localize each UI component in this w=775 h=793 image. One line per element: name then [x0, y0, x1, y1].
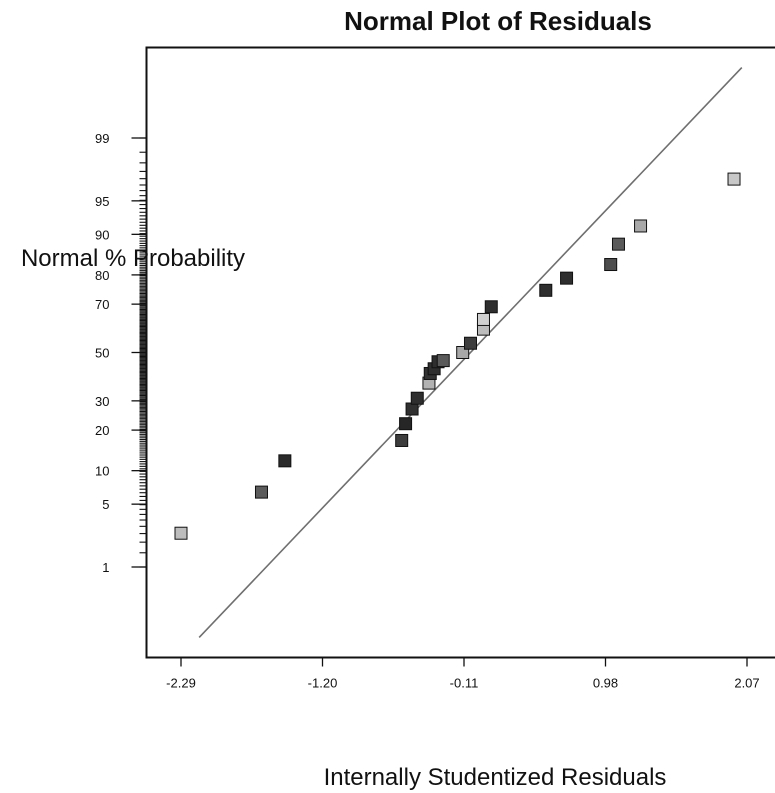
- x-tick-label: -0.11: [450, 676, 479, 691]
- y-tick-label: 80: [95, 268, 109, 283]
- data-point: [484, 300, 498, 314]
- y-tick-label: 10: [95, 464, 109, 479]
- x-axis-label: Internally Studentized Residuals: [324, 764, 667, 791]
- x-tick-label: 0.98: [593, 676, 618, 691]
- y-tick-label: 20: [95, 423, 109, 438]
- data-point: [634, 219, 648, 233]
- reference-line: [198, 67, 743, 638]
- data-point: [174, 526, 188, 540]
- data-point: [410, 391, 424, 405]
- y-tick-label: 70: [95, 297, 109, 312]
- y-axis-minor-ticks: [139, 137, 147, 568]
- data-point: [405, 402, 419, 416]
- x-tick-label: -1.20: [308, 676, 338, 691]
- y-tick-label: 30: [95, 394, 109, 409]
- x-tick-label: 2.07: [734, 676, 759, 691]
- reference-line-group: [198, 67, 743, 638]
- data-point: [727, 172, 741, 186]
- y-axis-ticks: 1 5 10 20 30 50 70 80 90 95 99: [95, 131, 147, 575]
- data-point: [611, 237, 625, 251]
- data-point: [436, 354, 450, 368]
- data-point: [604, 258, 618, 272]
- y-tick-label: 99: [95, 131, 109, 146]
- y-tick-label: 50: [95, 346, 109, 361]
- data-point: [560, 271, 574, 285]
- y-tick-label: 90: [95, 227, 109, 242]
- y-tick-label: 1: [102, 560, 109, 575]
- data-point: [399, 417, 413, 431]
- chart-title: Normal Plot of Residuals: [344, 6, 652, 36]
- y-tick-label: 95: [95, 194, 109, 209]
- x-tick-label: -2.29: [166, 676, 196, 691]
- data-point: [254, 485, 268, 499]
- data-points: [174, 172, 741, 540]
- y-tick-label: 5: [102, 497, 109, 512]
- data-point: [476, 312, 490, 326]
- y-axis-label: Normal % Probability: [21, 245, 245, 272]
- x-axis-ticks: -2.29 -1.20 -0.11 0.98 2.07: [166, 657, 760, 691]
- data-point: [278, 454, 292, 468]
- data-point: [539, 283, 553, 297]
- data-point: [463, 336, 477, 350]
- data-point: [395, 433, 409, 447]
